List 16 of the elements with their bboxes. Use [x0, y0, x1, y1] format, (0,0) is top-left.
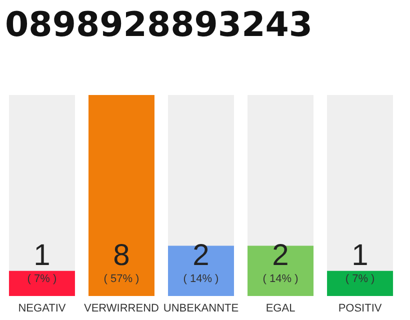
x-tick-label: NEGATIV	[18, 302, 66, 314]
annotation: ( 14% )	[262, 273, 298, 285]
annotation: ( 14% )	[183, 273, 219, 285]
data-label: 2	[272, 239, 289, 272]
x-tick-label: EGAL	[266, 302, 296, 314]
chart-title: 0898928893243	[5, 5, 313, 45]
x-tick-label: VERWIRREND	[84, 302, 160, 314]
x-tick-label: UNBEKANNTE	[163, 302, 239, 314]
annotation: ( 57% )	[104, 273, 140, 285]
annotation: ( 7% )	[345, 273, 375, 285]
data-label: 1	[352, 239, 368, 272]
annotation: ( 7% )	[27, 273, 57, 285]
data-label: 1	[34, 239, 50, 272]
x-tick-label: POSITIV	[338, 302, 382, 314]
data-label: 8	[113, 239, 130, 272]
data-label: 2	[192, 239, 210, 272]
